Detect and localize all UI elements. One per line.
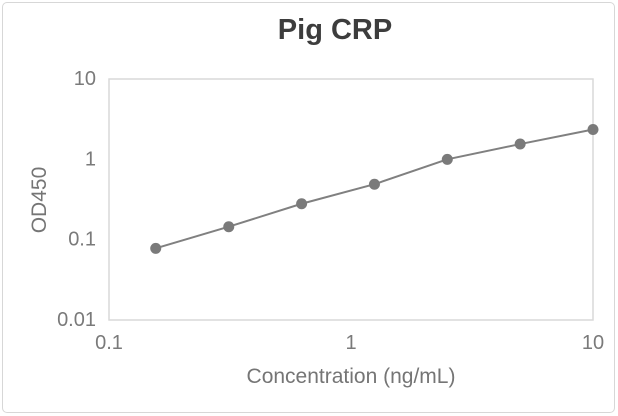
y-tick-label: 10 [74,68,96,90]
y-tick-label: 0.01 [57,309,96,331]
x-tick-label: 1 [345,332,356,354]
data-point [441,153,453,165]
data-point [514,138,526,150]
data-point [223,221,235,233]
data-point [296,198,308,210]
data-point [587,124,599,136]
x-tick-label: 10 [582,332,604,354]
y-tick-label: 1 [85,148,96,170]
y-tick-label: 0.1 [68,229,96,251]
data-point [150,242,162,254]
chart-title: Pig CRP [277,14,393,46]
x-axis-title: Concentration (ng/mL) [246,365,456,388]
data-point [368,178,380,190]
plot-border [108,78,594,321]
x-tick-label: 0.1 [95,332,123,354]
